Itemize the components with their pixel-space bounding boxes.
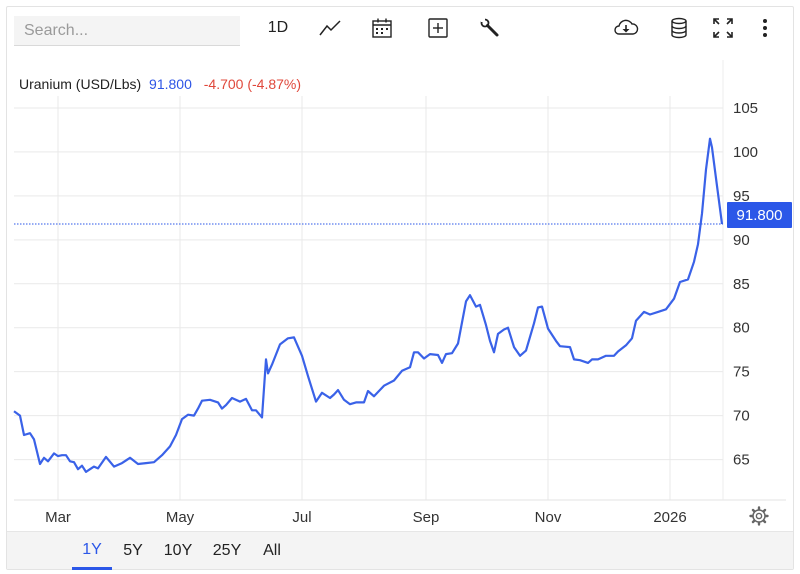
- legend-change: -4.700 (-4.87%): [203, 76, 302, 92]
- legend-instrument-name: Uranium (USD/Lbs): [19, 76, 142, 92]
- line-chart-icon[interactable]: [315, 14, 345, 42]
- x-tick-label: Mar: [45, 509, 71, 526]
- y-tick-label: 105: [733, 100, 758, 117]
- chart-toolbar: 1D: [14, 10, 786, 46]
- database-icon[interactable]: [664, 14, 694, 42]
- settings-gear-icon[interactable]: [748, 505, 770, 527]
- y-tick-label: 70: [733, 408, 750, 425]
- more-vertical-icon[interactable]: [754, 14, 776, 42]
- calendar-icon[interactable]: [367, 14, 397, 42]
- y-tick-label: 80: [733, 320, 750, 337]
- y-tick-label: 100: [733, 144, 758, 161]
- y-tick-label: 90: [733, 232, 750, 249]
- search-input[interactable]: [14, 16, 240, 46]
- x-tick-label: Jul: [292, 509, 311, 526]
- x-tick-label: May: [166, 509, 195, 526]
- y-tick-label: 75: [733, 364, 750, 381]
- chart-widget-frame: [6, 6, 794, 570]
- fullscreen-icon[interactable]: [708, 14, 738, 42]
- range-tab-all[interactable]: All: [263, 542, 281, 559]
- range-tab-25y[interactable]: 25Y: [212, 542, 242, 559]
- y-tick-label: 65: [733, 452, 750, 469]
- series-line: [13, 137, 724, 473]
- wrench-icon[interactable]: [475, 14, 505, 42]
- range-tab-1y[interactable]: 1Y: [72, 532, 112, 570]
- range-selector: 1Y 5Y 10Y 25Y All: [7, 531, 793, 570]
- chart-legend: Uranium (USD/Lbs) 91.800 -4.700 (-4.87%): [19, 76, 301, 92]
- range-tab-10y[interactable]: 10Y: [163, 542, 193, 559]
- x-tick-label: Nov: [535, 509, 562, 526]
- x-tick-label: 2026: [653, 509, 686, 526]
- legend-price: 91.800: [149, 76, 192, 92]
- interval-button[interactable]: 1D: [267, 19, 289, 36]
- range-tab-5y[interactable]: 5Y: [123, 542, 143, 559]
- download-icon[interactable]: [611, 14, 641, 42]
- y-tick-label: 95: [733, 188, 750, 205]
- x-tick-label: Sep: [413, 509, 440, 526]
- add-indicator-icon[interactable]: [423, 14, 453, 42]
- y-tick-label: 85: [733, 276, 750, 293]
- last-price-tag: 91.800: [727, 202, 792, 228]
